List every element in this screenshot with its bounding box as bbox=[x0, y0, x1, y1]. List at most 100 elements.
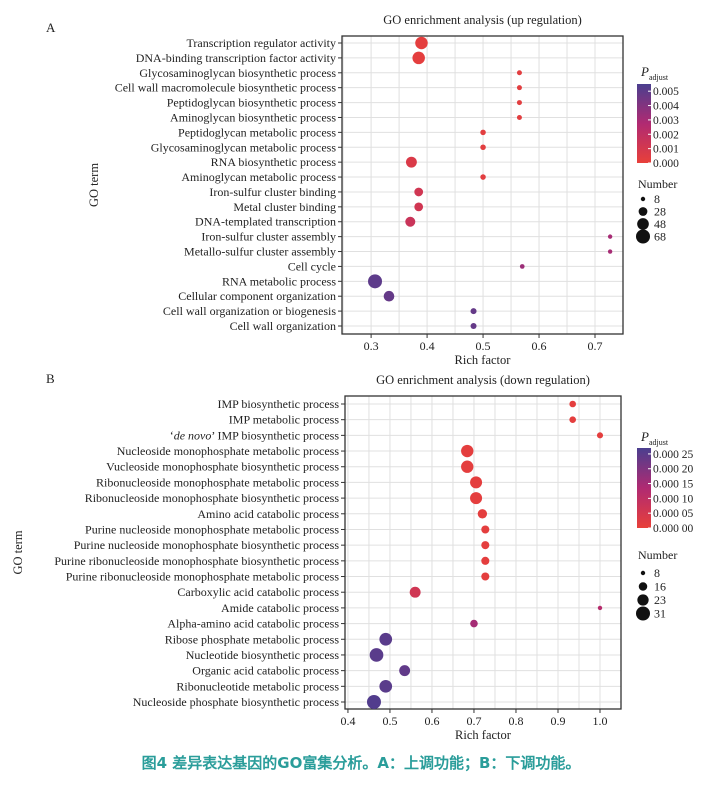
panel-b-colorbar-tick-label: 0.000 00 bbox=[653, 523, 694, 535]
panel-a-y-tick-label: Peptidoglycan biosynthetic process bbox=[167, 96, 337, 110]
panel-b-data-point bbox=[481, 525, 490, 534]
panel-b-size-legend-marker bbox=[636, 606, 650, 621]
panel-a-y-tick-label: Glycosaminoglycan metabolic process bbox=[151, 140, 337, 154]
panel-a-data-point bbox=[607, 234, 613, 239]
panel-a-y-tick-label: DNA-binding transcription factor activit… bbox=[136, 51, 336, 65]
panel-a-colorbar-tick-label: 0.004 bbox=[653, 101, 679, 113]
panel-a-colorbar-tick-label: 0.005 bbox=[653, 86, 679, 98]
panel-a-size-legend-label: 68 bbox=[654, 230, 666, 244]
panel-b-data-point bbox=[470, 492, 483, 505]
panel-b-data-point bbox=[461, 460, 474, 473]
panel-a-data-point bbox=[480, 144, 486, 151]
panel-b-x-tick-label: 0.7 bbox=[466, 714, 481, 728]
panel-b-y-tick-label: Purine ribonucleoside monophosphate bios… bbox=[54, 554, 339, 568]
panel-a-y-tick-label: Cell cycle bbox=[288, 259, 336, 273]
panel-b-size-legend-title: Number bbox=[638, 548, 677, 562]
panel-a-size-legend-title: Number bbox=[638, 177, 677, 191]
panel-b-color-legend-title: Padjust bbox=[640, 429, 669, 447]
panel-b-data-point bbox=[596, 432, 604, 439]
panel-b-data-point bbox=[569, 400, 576, 408]
panel-a-colorbar bbox=[637, 84, 651, 163]
panel-b-plot-frame bbox=[344, 395, 622, 710]
panel-b-y-tick-label: Nucleoside monophosphate metabolic proce… bbox=[117, 444, 340, 458]
panel-a-x-tick-label: 0.3 bbox=[364, 339, 379, 353]
panel-a-data-point bbox=[607, 249, 613, 254]
panel-b-y-tick-label: Amide catabolic process bbox=[221, 601, 339, 615]
panel-a-size-legend-marker bbox=[638, 207, 648, 216]
panel-b-data-point bbox=[569, 416, 576, 423]
panel-a-data-point bbox=[516, 100, 522, 106]
panel-b-x-tick-label: 1.0 bbox=[592, 714, 607, 728]
panel-a-colorbar-tick-label: 0.003 bbox=[653, 115, 679, 127]
panel-a-x-axis-label: Rich factor bbox=[455, 353, 512, 367]
panel-b-size-legend-marker bbox=[638, 582, 648, 591]
panel-a-colorbar-tick-label: 0.001 bbox=[653, 144, 679, 156]
panel-b-y-tick-label: Purine nucleoside monophosphate metaboli… bbox=[85, 522, 339, 536]
panel-b-y-tick-label: Vucleoside monophosphate biosynthetic pr… bbox=[106, 460, 339, 474]
panel-b-data-point bbox=[399, 665, 411, 677]
panel-a-y-tick-label: Metal cluster binding bbox=[233, 200, 336, 214]
panel-a-data-point bbox=[368, 274, 383, 289]
panel-b-label: B bbox=[46, 371, 55, 386]
panel-b-data-point bbox=[379, 679, 393, 693]
panel-a-y-tick-label: Iron-sulfur cluster assembly bbox=[201, 230, 336, 244]
panel-a-y-tick-label: Aminoglycan biosynthetic process bbox=[170, 110, 336, 124]
panel-a-data-point bbox=[414, 187, 424, 197]
panel-b-size-legend-label: 16 bbox=[654, 580, 666, 594]
panel-a-y-tick-label: Cellular component organization bbox=[178, 289, 336, 303]
panel-a-x-tick-label: 0.6 bbox=[532, 339, 547, 353]
panel-a-data-point bbox=[516, 85, 522, 91]
panel-a-y-tick-label: Cell wall organization bbox=[230, 319, 336, 333]
panel-b-y-tick-label: Amino acid catabolic process bbox=[197, 507, 339, 521]
panel-b-y-tick-label: Ribose phosphate metabolic process bbox=[165, 632, 340, 646]
panel-b-y-tick-label: Organic acid catabolic process bbox=[192, 664, 339, 678]
panel-b-colorbar bbox=[637, 448, 651, 528]
panel-a-y-tick-label: Cell wall organization or biogenesis bbox=[163, 304, 336, 318]
panel-b-colorbar-tick-label: 0.000 20 bbox=[653, 464, 694, 476]
panel-b-colorbar-tick-label: 0.000 05 bbox=[653, 508, 694, 520]
panel-a-y-tick-label: DNA-templated transcription bbox=[195, 215, 336, 229]
panel-b-data-point bbox=[481, 572, 490, 581]
panel-b-data-point bbox=[470, 476, 483, 489]
panel-b-size-legend-marker bbox=[637, 594, 649, 606]
panel-b-y-axis-label: GO term bbox=[11, 530, 25, 574]
panel-b-data-point bbox=[366, 695, 381, 709]
panel-b-size-legend-label: 23 bbox=[654, 593, 666, 607]
panel-b-size-legend-marker bbox=[640, 570, 646, 576]
go-enrichment-figure: A GO enrichment analysis (up regulation) T… bbox=[11, 13, 694, 742]
panel-a-data-point bbox=[516, 114, 522, 120]
panel-b-y-tick-label: Carboxylic acid catabolic process bbox=[177, 585, 339, 599]
panel-b-colorbar-tick-label: 0.000 10 bbox=[653, 493, 694, 505]
panel-a-data-point bbox=[412, 51, 425, 65]
panel-a-plot-area bbox=[342, 36, 623, 334]
panel-b-y-tick-label: Purine ribonucleoside monophosphate meta… bbox=[66, 570, 340, 584]
panel-b-data-point bbox=[477, 509, 488, 519]
panel-a-data-point bbox=[405, 156, 417, 168]
panel-a-title: GO enrichment analysis (up regulation) bbox=[383, 13, 582, 27]
panel-b-y-tick-label: IMP biosynthetic process bbox=[217, 397, 339, 411]
panel-b-data-point bbox=[409, 586, 421, 598]
panel-b-y-tick-label: Nucleotide biosynthetic process bbox=[186, 648, 340, 662]
panel-a-plot-frame bbox=[341, 35, 624, 335]
panel-a-data-point bbox=[414, 202, 424, 212]
panel-b-size-legend-label: 8 bbox=[654, 566, 660, 580]
panel-a-y-tick-label: RNA metabolic process bbox=[222, 274, 336, 288]
panel-a-y-tick-label: Metallo-sulfur cluster assembly bbox=[184, 245, 336, 259]
panel-b-data-point bbox=[379, 632, 393, 646]
panel-a-x-tick-label: 0.5 bbox=[476, 339, 491, 353]
panel-b-data-point bbox=[597, 605, 603, 611]
panel-b-y-tick-label: IMP metabolic process bbox=[229, 413, 340, 427]
panel-a-y-tick-label: Cell wall macromolecule biosynthetic pro… bbox=[115, 81, 337, 95]
panel-b-x-tick-label: 0.4 bbox=[340, 714, 355, 728]
panel-a-color-legend-title: Padjust bbox=[640, 64, 669, 82]
panel-a-size-legend-marker bbox=[640, 196, 646, 202]
panel-b-y-tick-label: Nucleoside phosphate biosynthetic proces… bbox=[133, 695, 340, 709]
panel-b-x-tick-label: 0.5 bbox=[382, 714, 397, 728]
panel-a-data-point bbox=[470, 308, 477, 315]
panel-b-y-tick-label: ‘de novo’ IMP biosynthetic process bbox=[170, 428, 340, 442]
panel-a-data-point bbox=[383, 290, 395, 302]
figure-caption: 图4 差异表达基因的GO富集分析。A：上调功能；B：下调功能。 bbox=[141, 754, 581, 772]
panel-a-data-point bbox=[470, 322, 477, 330]
panel-a-y-tick-label: Peptidoglycan metabolic process bbox=[178, 125, 336, 139]
panel-a-data-point bbox=[516, 70, 522, 76]
